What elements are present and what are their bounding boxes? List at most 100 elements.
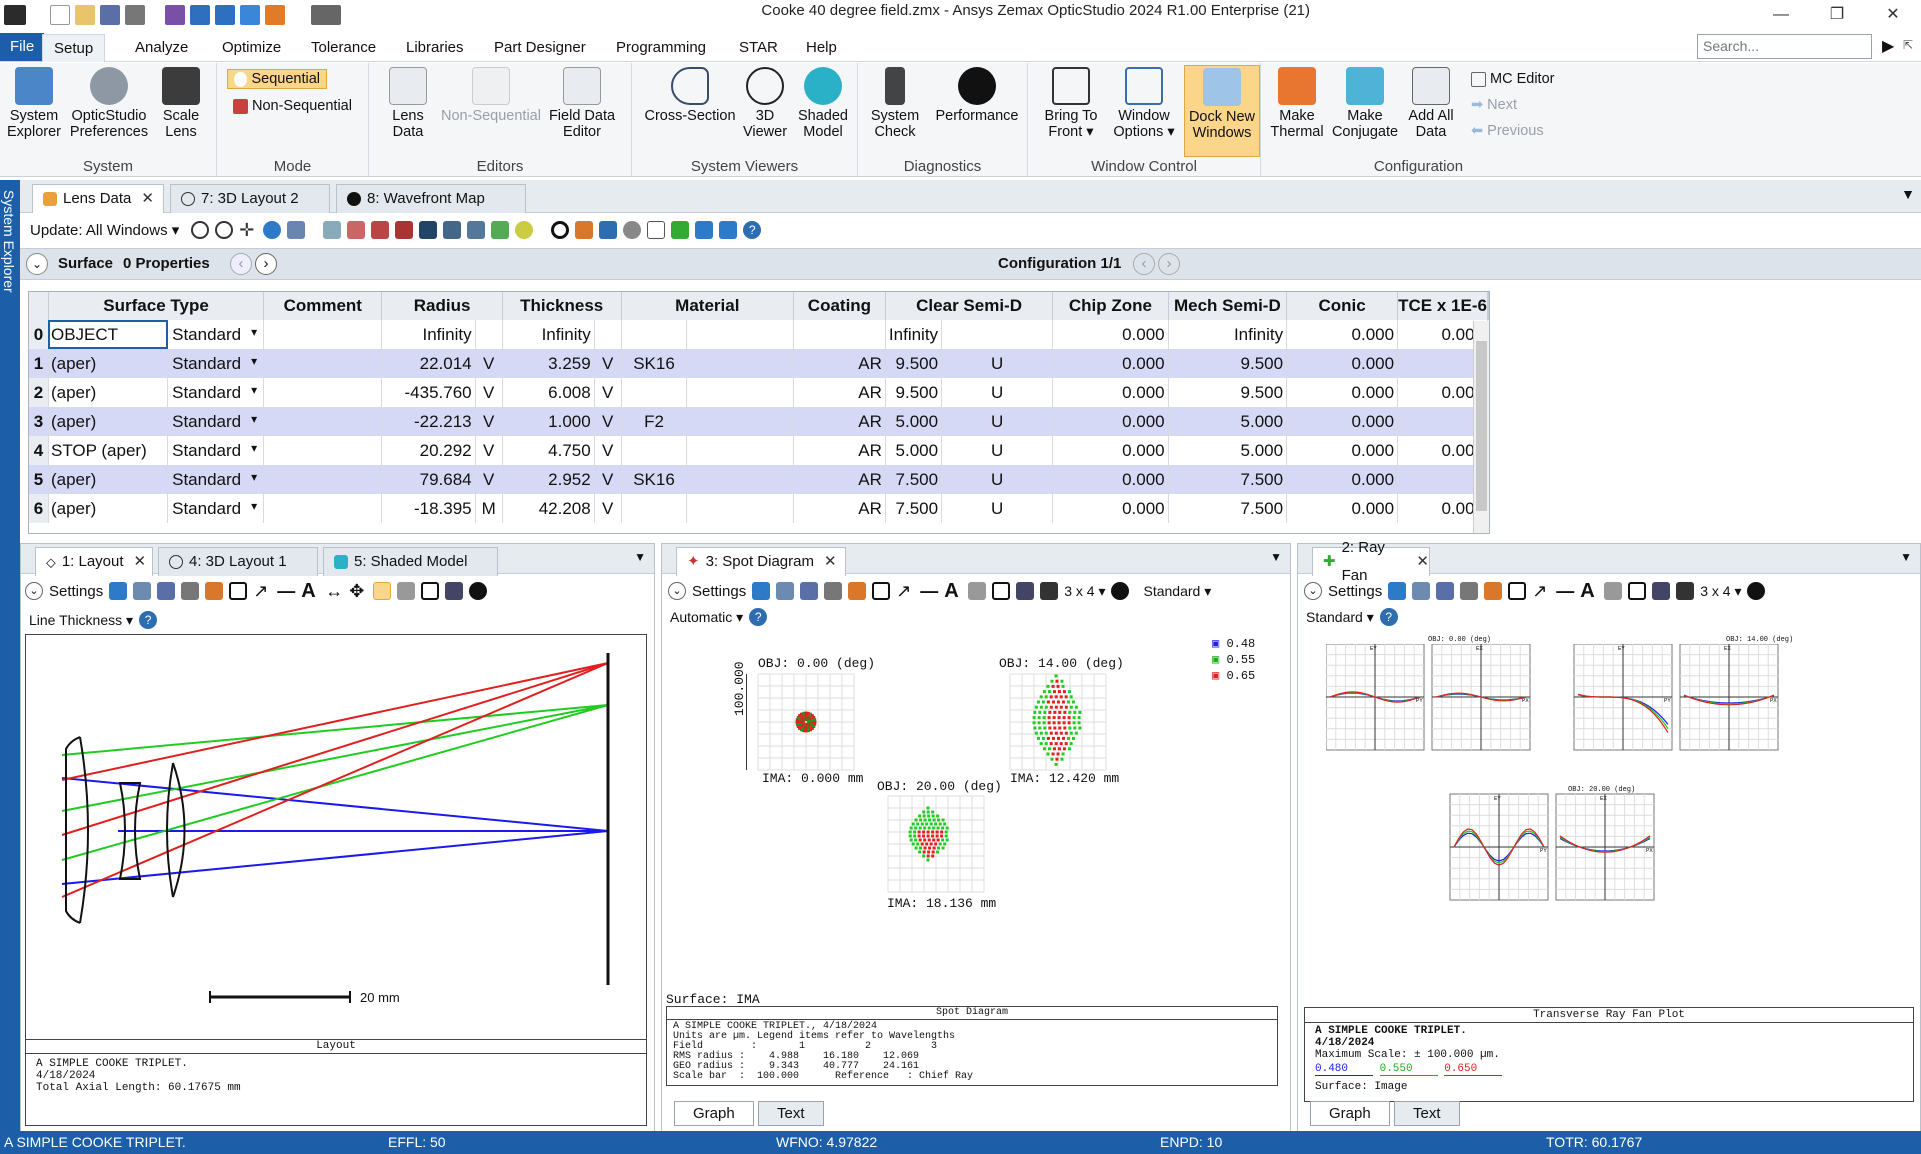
help-icon[interactable]: ? bbox=[743, 221, 762, 239]
tab-3d-layout-1[interactable]: 4: 3D Layout 1 bbox=[158, 547, 318, 576]
table-cell[interactable]: AR bbox=[793, 465, 886, 494]
grid-layout-icon[interactable] bbox=[421, 582, 440, 600]
tool-icon-5[interactable] bbox=[419, 221, 438, 239]
power-icon[interactable] bbox=[469, 582, 488, 600]
window-icon[interactable] bbox=[445, 582, 464, 600]
table-cell[interactable]: 0.000 bbox=[1052, 320, 1169, 349]
table-cell[interactable]: Infinity bbox=[502, 320, 595, 349]
table-cell[interactable] bbox=[941, 320, 1054, 349]
tab-graph[interactable]: Graph bbox=[1310, 1101, 1390, 1126]
tool-icon-4[interactable] bbox=[395, 221, 414, 239]
table-cell[interactable]: V bbox=[594, 349, 622, 378]
zoom-icon[interactable] bbox=[373, 582, 392, 600]
table-cell[interactable]: Infinity bbox=[885, 320, 943, 349]
prev-config-button[interactable]: ‹ bbox=[1133, 253, 1155, 275]
tool-icon-9[interactable] bbox=[515, 221, 534, 239]
chevron-down-icon[interactable]: ▾ bbox=[251, 470, 258, 484]
table-cell[interactable]: 0.000 bbox=[1052, 494, 1169, 523]
table-cell[interactable]: Infinity bbox=[1168, 320, 1288, 349]
table-cell[interactable]: 9.500 bbox=[1168, 378, 1288, 407]
table-cell[interactable]: U bbox=[941, 349, 1054, 378]
cross-section-button[interactable]: Cross-Section bbox=[644, 67, 736, 124]
table-cell[interactable]: -435.760 bbox=[381, 378, 476, 407]
chevron-down-icon[interactable]: ▾ bbox=[251, 325, 258, 339]
tab-optimize[interactable]: Optimize bbox=[222, 39, 282, 56]
col-conic[interactable]: Conic bbox=[1286, 292, 1399, 320]
window-menu-icon[interactable]: ▼ bbox=[1900, 550, 1912, 564]
line-icon[interactable]: — bbox=[277, 581, 296, 601]
table-cell[interactable]: 5.000 bbox=[1168, 436, 1288, 465]
table-cell[interactable] bbox=[621, 494, 688, 523]
table-cell[interactable] bbox=[263, 349, 383, 378]
table-cell[interactable]: - bbox=[1397, 349, 1488, 378]
expand-properties-icon[interactable]: ⌄ bbox=[26, 253, 48, 275]
table-cell[interactable]: STOP (aper) bbox=[48, 436, 169, 465]
text-icon[interactable]: A bbox=[944, 580, 959, 602]
table-cell[interactable]: 5.000 bbox=[885, 436, 943, 465]
col-radius[interactable]: Radius bbox=[381, 292, 503, 320]
table-cell[interactable]: 0.000 bbox=[1052, 465, 1169, 494]
table-cell[interactable]: (aper) bbox=[48, 349, 169, 378]
pencil-icon[interactable] bbox=[848, 582, 867, 600]
table-cell[interactable]: Standard ▾ bbox=[167, 378, 265, 407]
table-cell[interactable]: 42.208 bbox=[502, 494, 595, 523]
pencil-icon[interactable] bbox=[1484, 582, 1503, 600]
print-icon[interactable] bbox=[824, 582, 843, 600]
arrows-icon[interactable] bbox=[671, 221, 690, 239]
non-sequential-button[interactable]: Non-Sequential bbox=[233, 98, 352, 114]
refresh-icon[interactable] bbox=[752, 582, 771, 600]
text-icon[interactable]: A bbox=[1580, 580, 1595, 602]
save-icon[interactable] bbox=[157, 582, 176, 600]
close-tab-icon[interactable]: ✕ bbox=[141, 190, 154, 207]
sequential-button[interactable]: Sequential bbox=[227, 69, 327, 89]
maximize-button[interactable]: ❐ bbox=[1829, 6, 1845, 23]
save-as-icon[interactable] bbox=[165, 5, 185, 25]
table-cell[interactable]: (aper) bbox=[48, 465, 169, 494]
table-cell[interactable]: 0.000 bbox=[1052, 378, 1169, 407]
table-cell[interactable]: 0.000 bbox=[1286, 465, 1399, 494]
table-cell[interactable]: V bbox=[594, 436, 622, 465]
vertical-scrollbar[interactable] bbox=[1473, 321, 1489, 533]
tool-icon-6[interactable] bbox=[443, 221, 462, 239]
table-cell[interactable]: Standard ▾ bbox=[167, 349, 265, 378]
table-cell[interactable] bbox=[263, 494, 383, 523]
table-cell[interactable]: (aper) bbox=[48, 407, 169, 436]
tab-spot-diagram[interactable]: ✦ 3: Spot Diagram ✕ bbox=[676, 547, 846, 576]
3d-viewer-button[interactable]: 3D Viewer bbox=[740, 67, 790, 140]
shaded-model-button[interactable]: Shaded Model bbox=[794, 67, 852, 140]
line-arrow-icon[interactable]: ↗ bbox=[253, 581, 269, 601]
table-cell[interactable]: 5.000 bbox=[885, 407, 943, 436]
table-cell[interactable]: AR bbox=[793, 494, 886, 523]
table-cell[interactable]: 5.000 bbox=[1168, 407, 1288, 436]
system-check-button[interactable]: System Check bbox=[864, 67, 926, 140]
line-icon[interactable]: — bbox=[1556, 581, 1575, 601]
tab-star[interactable]: STAR bbox=[739, 39, 778, 56]
tab-text[interactable]: Text bbox=[1394, 1101, 1460, 1126]
table-cell[interactable]: 0.000 bbox=[1397, 436, 1488, 465]
standard-dropdown[interactable]: Standard ▾ bbox=[1306, 608, 1374, 625]
table-cell[interactable]: 7.500 bbox=[885, 465, 943, 494]
table-cell[interactable] bbox=[686, 349, 794, 378]
rectangle-icon[interactable] bbox=[872, 582, 891, 600]
rectangle-icon[interactable] bbox=[229, 582, 248, 600]
table-cell[interactable]: Standard ▾ bbox=[167, 407, 265, 436]
preferences-button[interactable]: OpticStudio Preferences bbox=[66, 67, 152, 140]
refresh-icon[interactable] bbox=[240, 5, 260, 25]
tab-shaded-model[interactable]: 5: Shaded Model bbox=[323, 547, 498, 576]
table-cell[interactable]: 7.500 bbox=[1168, 465, 1288, 494]
table-cell[interactable]: 0.000 bbox=[1286, 378, 1399, 407]
line-thickness-dropdown[interactable]: Line Thickness ▾ bbox=[29, 611, 134, 628]
tab-file[interactable]: File bbox=[0, 33, 45, 61]
table-cell[interactable]: 0.000 bbox=[1286, 436, 1399, 465]
line-arrow-icon[interactable]: ↗ bbox=[1532, 581, 1548, 601]
sheet-icon[interactable] bbox=[647, 221, 666, 239]
automatic-dropdown[interactable]: Automatic ▾ bbox=[670, 608, 744, 625]
table-cell[interactable] bbox=[475, 320, 503, 349]
table-cell[interactable]: V bbox=[594, 465, 622, 494]
link-icon[interactable] bbox=[599, 221, 618, 239]
table-cell[interactable] bbox=[793, 320, 886, 349]
window-menu-icon[interactable]: ▼ bbox=[1270, 550, 1282, 564]
grid-dropdown[interactable]: 3 x 4 ▾ bbox=[1700, 582, 1742, 599]
table-cell[interactable] bbox=[621, 378, 688, 407]
grid-layout-icon[interactable] bbox=[992, 582, 1011, 600]
